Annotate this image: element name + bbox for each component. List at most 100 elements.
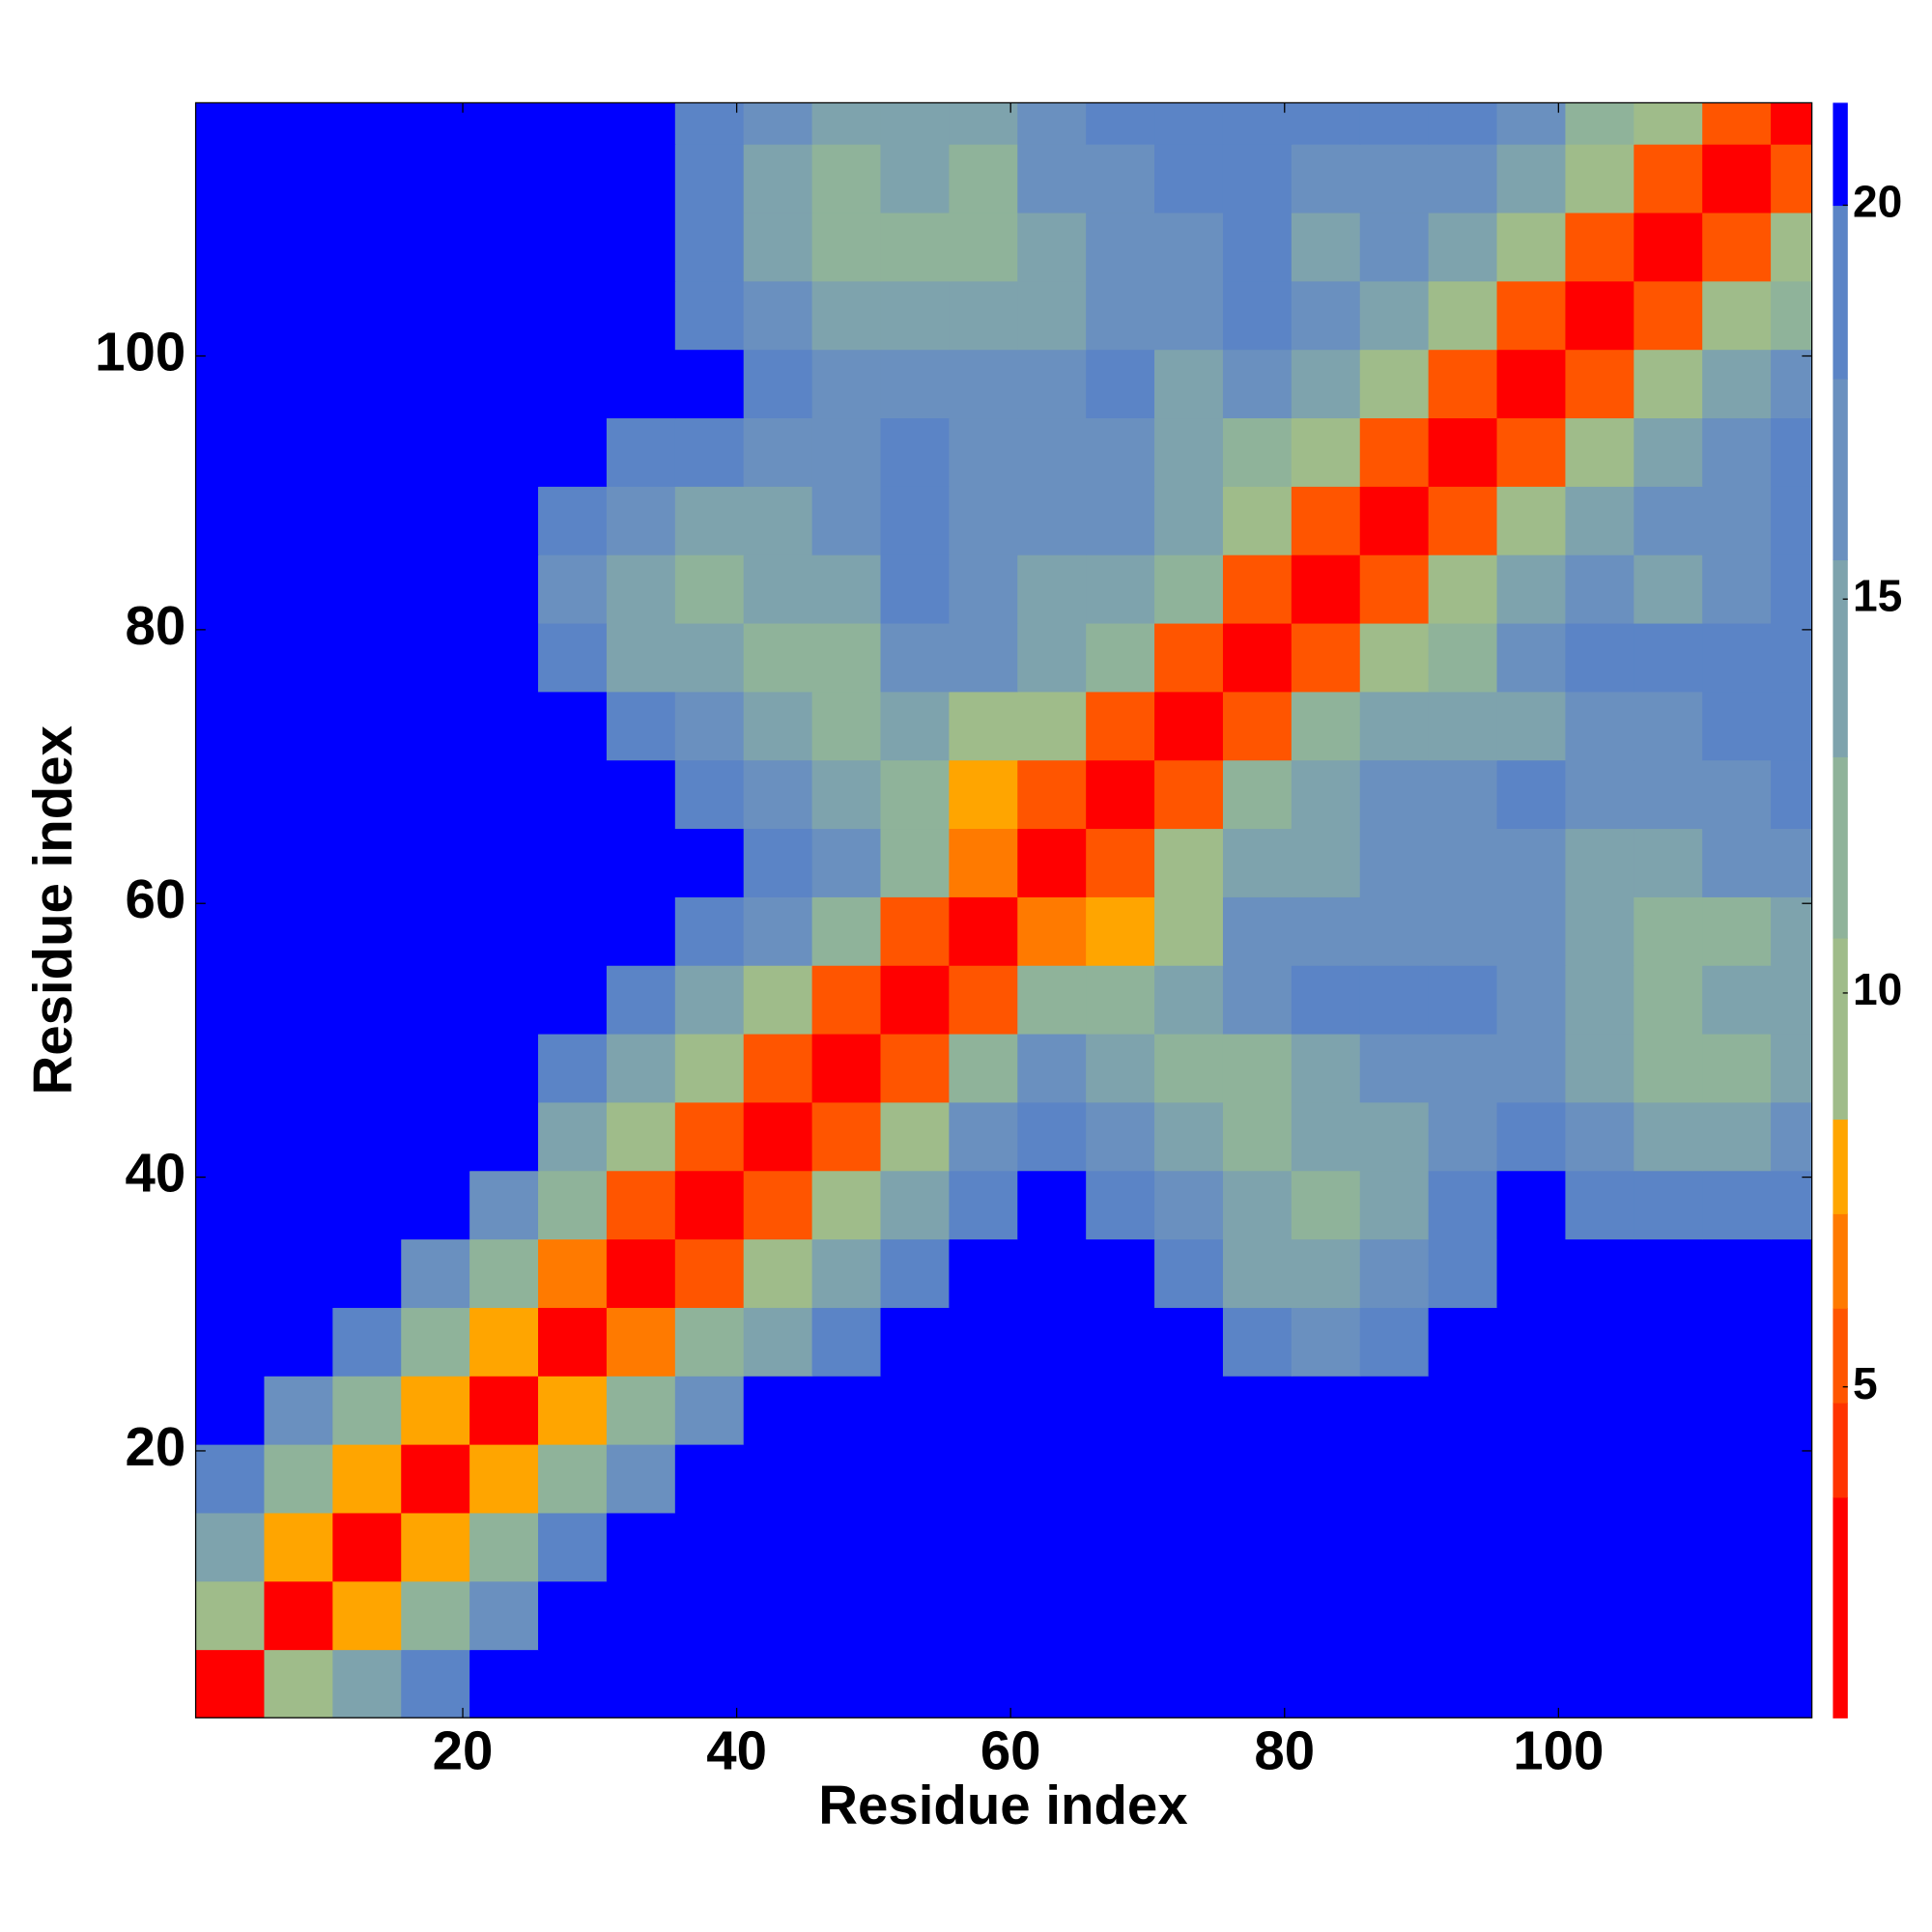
heatmap-cell <box>606 964 676 1035</box>
heatmap-cell <box>880 349 951 419</box>
heatmap-cell <box>1428 1033 1498 1103</box>
heatmap-cell <box>1428 896 1498 966</box>
heatmap-cell <box>743 1649 813 1719</box>
heatmap-cell <box>401 1649 470 1719</box>
heatmap-cell <box>880 1033 951 1103</box>
heatmap-cell <box>195 1376 266 1445</box>
heatmap-cell <box>949 486 1019 555</box>
y-axis-label: Residue index <box>22 725 83 1094</box>
heatmap-cell <box>880 280 951 351</box>
heatmap-cell <box>1771 349 1812 419</box>
heatmap-cell <box>538 1170 608 1240</box>
heatmap-cell <box>1154 143 1224 213</box>
heatmap-cell <box>469 1238 539 1308</box>
heatmap-cell <box>1565 1376 1635 1445</box>
heatmap-cell <box>1359 349 1430 419</box>
heatmap-cell <box>1565 1580 1635 1651</box>
heatmap-cell <box>1359 1512 1430 1582</box>
heatmap-cell <box>1291 691 1361 761</box>
heatmap-cell <box>538 486 608 555</box>
heatmap-cell <box>1496 102 1567 145</box>
heatmap-cell <box>606 554 676 624</box>
heatmap-cell <box>811 1307 882 1377</box>
heatmap-cell <box>949 1376 1019 1445</box>
heatmap-cell <box>606 1033 676 1103</box>
heatmap-cell <box>949 759 1019 830</box>
heatmap-cell <box>332 486 403 555</box>
heatmap-cell <box>1702 554 1772 624</box>
heatmap-cell <box>743 349 813 419</box>
heatmap-cell <box>1496 1443 1567 1514</box>
heatmap-cell <box>606 896 676 966</box>
heatmap-cell <box>1359 1443 1430 1514</box>
heatmap-cell <box>1702 1512 1772 1582</box>
heatmap-cell <box>1359 102 1430 145</box>
heatmap-cell <box>1086 280 1155 351</box>
heatmap-cell <box>1565 486 1635 555</box>
heatmap-cell <box>1017 759 1087 830</box>
heatmap-cell <box>1771 1307 1812 1377</box>
heatmap-cell <box>1222 828 1293 897</box>
heatmap-cell <box>401 280 470 351</box>
heatmap-cell <box>264 1170 334 1240</box>
heatmap-cell <box>743 1443 813 1514</box>
heatmap-cell <box>1359 1580 1430 1651</box>
heatmap-cell <box>811 1238 882 1308</box>
heatmap-cell <box>1359 554 1430 624</box>
heatmap-cell <box>1702 349 1772 419</box>
heatmap-cell <box>1154 622 1224 693</box>
colorbar-tick-label: 15 <box>1853 570 1902 620</box>
heatmap-cell <box>1222 759 1293 830</box>
heatmap-cell <box>332 1580 403 1651</box>
heatmap-cell <box>880 622 951 693</box>
colorbar-level <box>1833 559 1848 757</box>
heatmap-cell <box>743 1376 813 1445</box>
heatmap-cell <box>264 828 334 897</box>
heatmap-cell <box>1222 1580 1293 1651</box>
heatmap-cell <box>674 143 745 213</box>
heatmap-cell <box>1222 486 1293 555</box>
heatmap-cell <box>674 1170 745 1240</box>
heatmap-cell <box>880 554 951 624</box>
heatmap-cell <box>1702 828 1772 897</box>
heatmap-cell <box>1496 759 1567 830</box>
heatmap-cell <box>1017 1238 1087 1308</box>
heatmap-cell <box>1771 212 1812 282</box>
heatmap-cell <box>1702 1238 1772 1308</box>
heatmap-cell <box>1771 1238 1812 1308</box>
heatmap-cell <box>1291 1307 1361 1377</box>
colorbar-tick-label: 10 <box>1853 964 1902 1014</box>
heatmap-cell <box>1428 554 1498 624</box>
heatmap-cell <box>264 691 334 761</box>
heatmap-cell <box>1771 964 1812 1035</box>
heatmap-cell <box>949 622 1019 693</box>
heatmap-cell <box>1565 1170 1635 1240</box>
heatmap-cell <box>401 486 470 555</box>
heatmap-cell <box>811 212 882 282</box>
heatmap-cell <box>1771 828 1812 897</box>
heatmap-cell <box>1634 280 1703 351</box>
heatmap-cell <box>401 102 470 145</box>
heatmap-cell <box>1086 622 1155 693</box>
heatmap-cell <box>1291 349 1361 419</box>
heatmap-cell <box>1291 1580 1361 1651</box>
heatmap-cell <box>811 417 882 487</box>
heatmap-cell <box>1771 417 1812 487</box>
heatmap-cell <box>538 280 608 351</box>
heatmap-cell <box>1086 964 1155 1035</box>
heatmap-cell <box>195 554 266 624</box>
heatmap-cell <box>949 1307 1019 1377</box>
heatmap-cell <box>1086 417 1155 487</box>
heatmap-cell <box>538 1580 608 1651</box>
heatmap-cell <box>606 828 676 897</box>
heatmap-cell <box>949 964 1019 1035</box>
heatmap-cell <box>401 896 470 966</box>
heatmap-cell <box>1086 554 1155 624</box>
heatmap-cell <box>1634 212 1703 282</box>
heatmap-cell <box>1771 1170 1812 1240</box>
heatmap-cell <box>538 1101 608 1172</box>
heatmap-cell <box>743 1307 813 1377</box>
heatmap-cell <box>606 691 676 761</box>
heatmap-cell <box>1017 1649 1087 1719</box>
